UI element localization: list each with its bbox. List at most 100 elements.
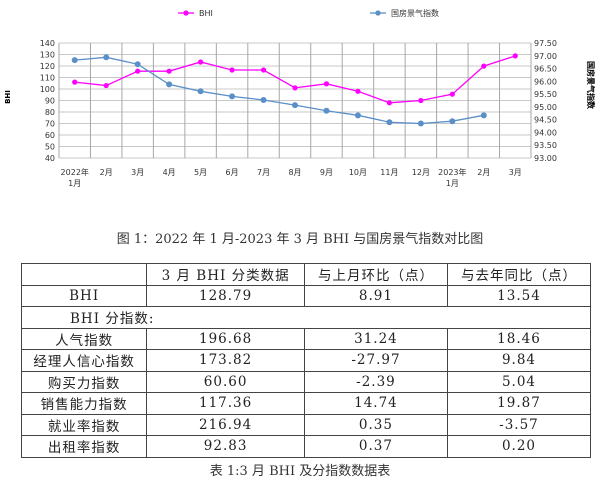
table-row: 销售能力指数 117.36 14.74 19.87 [20, 392, 592, 415]
x-tick-label: 1月 [68, 179, 81, 188]
table-cell: 19.87 [446, 392, 592, 415]
x-tick-label: 3月 [131, 168, 144, 177]
table-cell: 18.46 [446, 327, 592, 350]
legend-marker [183, 10, 189, 16]
y2-axis-title: 国房景气指数 [586, 61, 596, 110]
header-cell: 3 月 BHI 分类数据 [146, 263, 305, 286]
data-point [197, 88, 204, 95]
x-tick-label: 9月 [320, 168, 333, 177]
table-cell: 5.04 [446, 370, 592, 393]
y2-tick-label: 96.50 [534, 65, 557, 74]
header-cell: 与上月环比（点） [303, 263, 448, 286]
table-cell: 0.20 [446, 435, 592, 458]
table-cell: 117.36 [146, 392, 305, 415]
data-point [512, 53, 518, 59]
table-row: 就业率指数 216.94 0.35 -3.57 [20, 413, 592, 436]
data-point [418, 97, 424, 104]
table-cell: 人气指数 [20, 327, 148, 350]
y-axis-title: BHI [4, 90, 12, 104]
legend-marker [375, 10, 381, 16]
data-point [386, 119, 393, 126]
y2-tick-label: 93.00 [534, 154, 557, 163]
figure-caption: 图 1：2022 年 1 月-2023 年 3 月 BHI 与国房景气指数对比图 [116, 232, 484, 247]
table-cell: 31.24 [303, 327, 448, 350]
table-cell: 13.54 [446, 284, 592, 307]
data-point [166, 81, 173, 88]
x-tick-label: 11月 [380, 168, 398, 177]
table-header-row: 3 月 BHI 分类数据 与上月环比（点） 与去年同比（点） [20, 263, 592, 286]
y-tick-label: 110 [40, 74, 55, 83]
table-cell: -3.57 [446, 413, 592, 436]
table-row: 人气指数 196.68 31.24 18.46 [20, 327, 592, 350]
table-cell: -2.39 [303, 370, 448, 393]
table-row: 经理人信心指数 173.82 -27.97 9.84 [20, 349, 592, 372]
x-tick-label: 2月 [100, 168, 113, 177]
data-point [481, 63, 487, 69]
legend-label: BHI [199, 9, 213, 18]
y2-tick-label: 93.50 [534, 141, 557, 150]
x-tick-label: 3月 [509, 168, 522, 177]
data-point [354, 112, 361, 119]
table-cell: 216.94 [146, 413, 305, 436]
data-point [292, 85, 298, 91]
data-point [166, 68, 172, 74]
data-point [103, 54, 110, 61]
data-point [260, 67, 267, 73]
y2-tick-label: 95.00 [534, 103, 557, 112]
data-point [449, 118, 456, 125]
table-cell: 销售能力指数 [20, 392, 148, 415]
data-point [260, 96, 267, 103]
table-cell: 0.37 [303, 435, 448, 458]
y2-tick-label: 94.00 [534, 128, 557, 137]
x-tick-label: 2月 [477, 168, 490, 177]
table-cell: BHI [20, 284, 148, 307]
header-cell: 与去年同比（点） [446, 263, 592, 286]
data-point [103, 82, 109, 89]
table-cell: 8.91 [303, 284, 448, 307]
series-line-0 [74, 55, 516, 104]
x-tick-label: 8月 [288, 168, 301, 177]
data-point [198, 59, 204, 65]
y-tick-label: 80 [45, 108, 55, 117]
y2-tick-label: 96.00 [534, 77, 557, 86]
table-cell: 196.68 [146, 327, 305, 350]
data-point [72, 79, 78, 85]
table-cell: 92.83 [146, 435, 305, 458]
data-point [134, 61, 141, 68]
section-label: BHI 分指数: [21, 306, 591, 329]
data-point [417, 120, 424, 127]
data-point [229, 67, 235, 73]
table-cell: 出租率指数 [20, 435, 148, 458]
table-cell: 60.60 [146, 370, 305, 393]
y-tick-label: 130 [40, 51, 55, 60]
legend-label: 国房景气指数 [391, 8, 439, 18]
data-point [135, 68, 141, 74]
data-point [323, 81, 330, 87]
table-cell: 9.84 [446, 349, 592, 372]
y-tick-label: 60 [45, 131, 55, 140]
table-caption: 表 1:3 月 BHI 及分指数数据表 [209, 464, 391, 479]
table-cell: 经理人信心指数 [20, 349, 148, 372]
y-tick-label: 70 [45, 120, 55, 129]
y2-tick-label: 94.50 [534, 116, 557, 125]
x-tick-label: 7月 [257, 168, 270, 177]
data-point [292, 102, 298, 109]
x-tick-label: 2023年 [438, 167, 466, 177]
y2-tick-label: 97.00 [534, 52, 557, 61]
x-tick-label: 5月 [194, 168, 207, 177]
series-line-1 [74, 56, 484, 125]
comparison-chart: 40 50 60 70 80 90 100 110 120 130 140 93.00 93.50 94.… [4, 8, 596, 188]
x-tick-label: 12月 [412, 168, 430, 177]
data-point [480, 112, 487, 119]
y2-tick-label: 97.50 [534, 39, 557, 48]
table-cell: -27.97 [303, 349, 448, 372]
y-tick-label: 50 [45, 143, 55, 152]
data-point [355, 88, 361, 94]
data-point [386, 100, 392, 106]
table-cell: 128.79 [146, 284, 305, 307]
table-cell: 173.82 [146, 349, 305, 372]
bhi-data-table: 3 月 BHI 分类数据 与上月环比（点） 与去年同比（点） BHI 128.7… [20, 263, 592, 458]
data-point [229, 93, 236, 100]
y-tick-label: 120 [40, 62, 55, 71]
y-tick-label: 140 [40, 39, 55, 48]
